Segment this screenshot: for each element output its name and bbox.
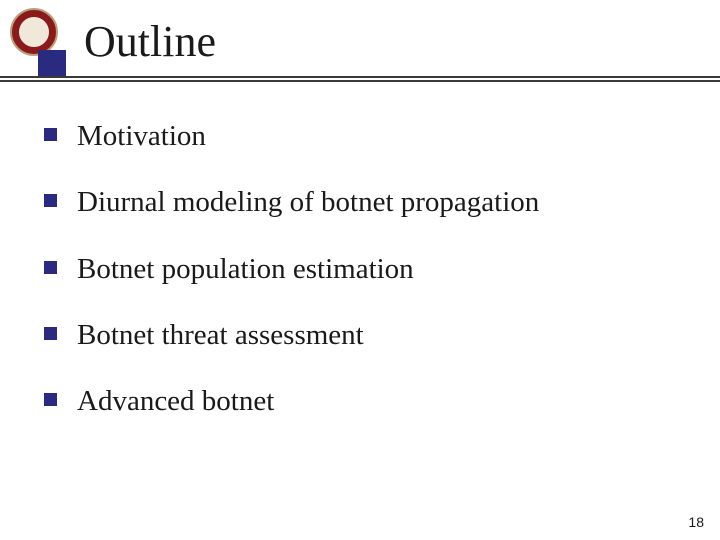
list-item-text: Diurnal modeling of botnet propagation <box>77 184 539 220</box>
page-number: 18 <box>688 514 704 530</box>
list-item-text: Advanced botnet <box>77 383 274 419</box>
list-item-text: Botnet population estimation <box>77 251 414 287</box>
accent-block <box>38 50 66 78</box>
umass-logo <box>10 8 58 56</box>
list-item-text: Botnet threat assessment <box>77 317 364 353</box>
divider-line-bottom <box>0 80 720 82</box>
list-item: Botnet population estimation <box>44 251 680 287</box>
list-item: Botnet threat assessment <box>44 317 680 353</box>
bullet-icon <box>44 393 57 406</box>
logo-inner-seal <box>18 16 50 48</box>
logo-outer-ring <box>10 8 58 56</box>
slide-title: Outline <box>84 16 216 67</box>
divider-line-top <box>0 76 720 78</box>
bullet-icon <box>44 327 57 340</box>
list-item-text: Motivation <box>77 118 206 154</box>
list-item: Advanced botnet <box>44 383 680 419</box>
bullet-icon <box>44 128 57 141</box>
bullet-icon <box>44 261 57 274</box>
bullet-icon <box>44 194 57 207</box>
list-item: Diurnal modeling of botnet propagation <box>44 184 680 220</box>
outline-list: Motivation Diurnal modeling of botnet pr… <box>44 118 680 449</box>
list-item: Motivation <box>44 118 680 154</box>
